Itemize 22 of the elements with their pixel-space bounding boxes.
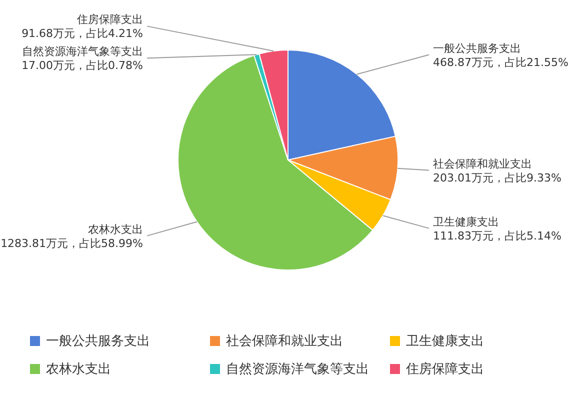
legend-label: 卫生健康支出 bbox=[406, 334, 484, 349]
pie-slice bbox=[288, 160, 392, 231]
legend-label: 一般公共服务支出 bbox=[46, 334, 150, 349]
slice-label: 社会保障和就业支出 bbox=[433, 157, 532, 170]
slice-label: 住房保障支出 bbox=[77, 13, 143, 26]
data-label: 1283.81万元，占比58.99% bbox=[0, 236, 143, 250]
slice-label: 自然资源海洋气象等支出 bbox=[22, 45, 143, 58]
data-label: 17.00万元，占比0.78% bbox=[22, 59, 143, 72]
pie-slice bbox=[258, 50, 288, 160]
legend-label: 自然资源海洋气象等支出 bbox=[226, 362, 369, 377]
legend-label: 住房保障支出 bbox=[405, 361, 484, 377]
slice-label: 农林水支出 bbox=[88, 222, 143, 236]
data-label: 91.68万元，占比4.21% bbox=[22, 27, 143, 40]
slice-label: 一般公共服务支出 bbox=[433, 42, 521, 55]
data-label: 468.87万元，占比21.55% bbox=[433, 56, 568, 69]
legend-label: 农林水支出 bbox=[46, 362, 111, 377]
data-label: 203.01万元，占比9.33% bbox=[433, 171, 562, 184]
pie-slice bbox=[288, 50, 396, 160]
data-label: 111.83万元，占比5.14% bbox=[433, 229, 562, 242]
legend-label: 社会保障和就业支出 bbox=[226, 334, 343, 349]
pie-slice bbox=[288, 136, 398, 200]
slice-label: 卫生健康支出 bbox=[433, 215, 499, 228]
